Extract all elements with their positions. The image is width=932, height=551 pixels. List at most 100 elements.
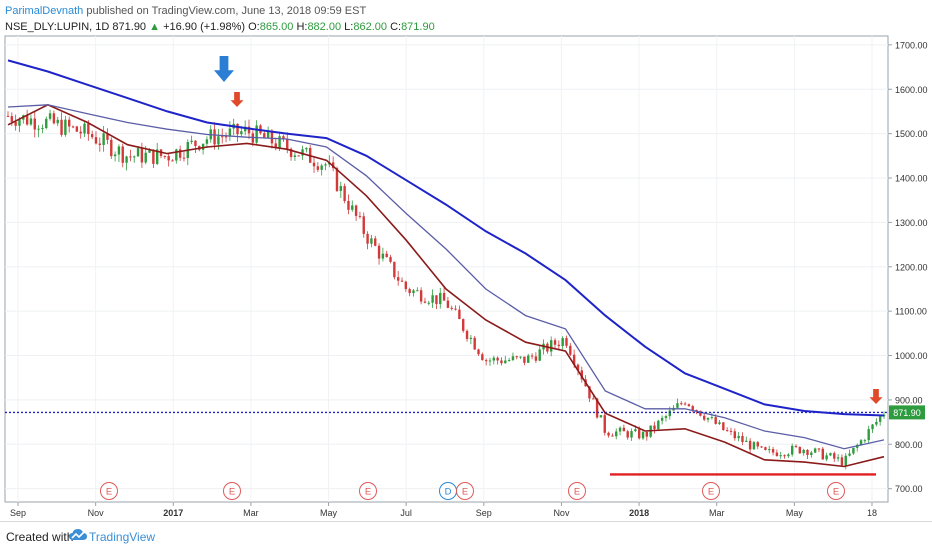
candle-body <box>859 440 863 445</box>
candle-body <box>595 398 599 418</box>
earnings-marker <box>456 482 474 500</box>
x-tick-label: Mar <box>243 508 259 518</box>
candle-body <box>829 453 832 456</box>
candle-body <box>450 307 453 309</box>
candle-body <box>362 216 365 234</box>
candle-body <box>875 421 878 425</box>
candle-body <box>190 140 193 143</box>
candle-body <box>771 449 775 453</box>
candle-body <box>133 156 136 158</box>
candle-body <box>615 431 618 437</box>
candle-body <box>836 457 840 459</box>
arrow-down-icon <box>230 92 244 107</box>
x-tick-label: Sep <box>10 508 26 518</box>
last-price-tag <box>889 405 925 420</box>
candle-body <box>240 131 243 135</box>
candle-body <box>783 455 786 457</box>
candle-body <box>511 356 515 361</box>
candle-body <box>504 360 507 364</box>
x-tick-label: Sep <box>476 508 492 518</box>
candle-body <box>182 157 186 159</box>
y-tick-label: 1100.00 <box>895 307 927 317</box>
candle-body <box>358 215 362 217</box>
earnings-marker <box>568 482 586 500</box>
candle-body <box>381 253 385 259</box>
candle-body <box>117 146 121 155</box>
candle-body <box>641 431 645 439</box>
candle-body <box>557 344 561 347</box>
symbol-info: NSE_DLY:LUPIN, 1D 871.90 ▲ +16.90 (+1.98… <box>5 21 435 33</box>
moving-average-line <box>7 59 885 417</box>
candle-body <box>324 164 327 166</box>
candle-body <box>282 136 285 140</box>
candle-body <box>603 415 606 433</box>
candle-body <box>316 166 320 170</box>
candle-body <box>607 432 610 436</box>
candle-body <box>278 136 281 148</box>
candle-body <box>657 420 660 430</box>
candle-body <box>121 146 124 163</box>
candle-body <box>68 119 71 127</box>
y-tick-label: 1000.00 <box>895 351 928 361</box>
candle-body <box>878 416 882 422</box>
x-tick-label: Mar <box>709 508 725 518</box>
change-arrow-icon: ▲ <box>149 21 161 33</box>
candle-body <box>102 133 105 145</box>
candle-body <box>760 446 763 448</box>
x-tick-label: 18 <box>867 508 877 518</box>
candle-body <box>60 119 63 135</box>
candle-body <box>645 431 649 437</box>
candle-body <box>297 155 300 157</box>
y-tick-label: 1300.00 <box>895 218 928 228</box>
low-label: L: <box>344 21 354 33</box>
candle-body <box>400 280 404 282</box>
earnings-marker-label: E <box>708 487 714 498</box>
candle-body <box>18 119 21 126</box>
candle-body <box>148 149 151 153</box>
candle-body <box>741 436 744 442</box>
candle-body <box>867 429 870 441</box>
candle-body <box>592 398 595 400</box>
candle-body <box>611 435 614 437</box>
candle-body <box>718 422 721 424</box>
candle-body <box>144 152 147 163</box>
candle-body <box>64 119 67 135</box>
candle-body <box>48 113 52 119</box>
price-chart[interactable]: 871.90E E E D E E E E 1700.001600.001500.001400… <box>0 0 932 521</box>
candle-body <box>125 156 128 163</box>
candle-body <box>527 355 530 363</box>
plot-area <box>4 35 889 503</box>
last-price-label: 871.90 <box>893 408 921 418</box>
candle-body <box>465 330 469 339</box>
candle-body <box>469 337 473 339</box>
candle-body <box>481 354 484 361</box>
candle-body <box>764 447 767 450</box>
candle-body <box>810 452 813 455</box>
candle-body <box>507 360 511 362</box>
candle-body <box>205 139 209 144</box>
candle-body <box>725 430 729 432</box>
time-axis[interactable]: Sep Nov 2017 Mar May Jul Sep Nov 2018 Mar May 18 <box>10 502 877 518</box>
candle-body <box>289 148 293 157</box>
candle-body <box>825 455 828 460</box>
candle-body <box>695 409 698 411</box>
tradingview-brand[interactable]: TradingView <box>89 530 156 544</box>
candle-body <box>10 116 14 122</box>
earnings-marker-label: E <box>462 487 468 498</box>
candle-body <box>178 149 182 158</box>
candle-body <box>798 446 802 454</box>
candle-body <box>802 449 805 454</box>
price-axis[interactable]: 1700.00 1600.00 1500.00 1400.00 1300.00 1200.… <box>888 40 928 494</box>
candle-body <box>301 149 304 156</box>
candle-body <box>779 455 782 457</box>
candle-body <box>163 155 167 157</box>
symbol-label: NSE_DLY:LUPIN, 1D <box>5 21 110 33</box>
candle-body <box>236 123 239 135</box>
candle-body <box>492 357 496 361</box>
candle-body <box>175 149 178 161</box>
y-tick-label: 1600.00 <box>895 85 928 95</box>
candle-body <box>41 127 44 129</box>
candle-body <box>94 137 98 144</box>
candle-body <box>45 118 48 128</box>
author-link[interactable]: ParimalDevnath <box>5 5 84 17</box>
